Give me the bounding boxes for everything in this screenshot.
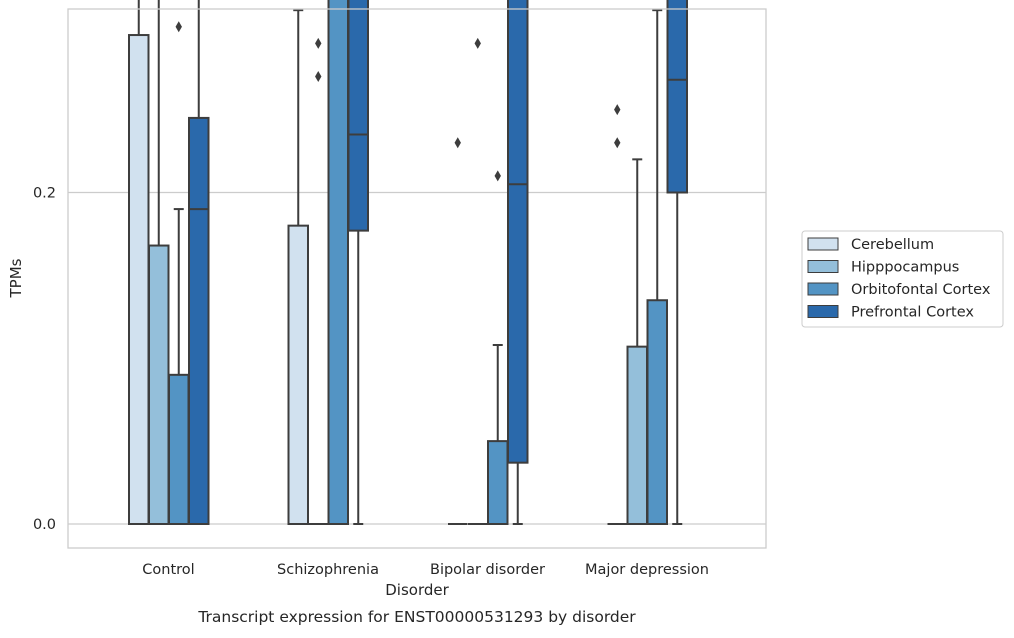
- x-tick-label: Schizophrenia: [277, 562, 379, 578]
- box-group: [666, 0, 688, 525]
- legend-frame: [801, 230, 1004, 328]
- legend: Cerebellum Hipppocampus Orbitofontal Corte…: [801, 230, 1004, 328]
- chart-title: Transcript expression for ENST0000053129…: [197, 608, 636, 626]
- outlier-point: [614, 104, 621, 116]
- box: [646, 299, 668, 525]
- box: [507, 0, 529, 464]
- box: [148, 244, 170, 525]
- x-tick-label: Bipolar disorder: [430, 562, 545, 578]
- outlier-point: [494, 170, 501, 182]
- legend-swatch: [807, 260, 839, 273]
- box: [347, 0, 369, 232]
- box-group: [507, 0, 529, 525]
- box-group: [646, 9, 668, 525]
- box-group: [148, 0, 170, 525]
- box: [487, 440, 509, 525]
- x-axis-label: Disorder: [385, 581, 449, 599]
- plot-frame: [67, 8, 767, 549]
- box-group: [188, 0, 210, 525]
- box-group: [468, 37, 488, 525]
- box-group: [128, 0, 150, 525]
- x-tick-label: Control: [142, 562, 194, 578]
- x-tick-label: Major depression: [585, 562, 709, 578]
- box-group: [626, 158, 648, 525]
- outlier-point: [315, 37, 322, 49]
- legend-label: Cerebellum: [851, 237, 934, 253]
- box: [188, 116, 210, 525]
- box-layer: [128, 0, 688, 526]
- y-tick-labels: 0.00.20.40.60.81.01.21.4: [33, 186, 56, 534]
- legend-swatch: [807, 305, 839, 318]
- y-tick-label: 0.2: [33, 186, 56, 202]
- outlier-point: [454, 137, 461, 149]
- legend-swatch: [807, 237, 839, 251]
- legend-label: Hipppocampus: [851, 260, 959, 276]
- x-tick-labels: Control Schizophrenia Bipolar disorder Majo…: [142, 562, 709, 578]
- box-group: [347, 0, 369, 525]
- box: [327, 0, 349, 525]
- box: [666, 0, 688, 194]
- outlier-point: [175, 21, 182, 33]
- legend-items: Cerebellum Hipppocampus Orbitofontal Corte…: [807, 237, 991, 321]
- box-group: [607, 104, 627, 525]
- box-group: [327, 0, 349, 525]
- legend-label: Prefrontal Cortex: [851, 305, 974, 321]
- outlier-point: [315, 70, 322, 82]
- legend-label: Orbitofontal Cortex: [851, 282, 991, 298]
- box-group: [487, 170, 509, 525]
- outlier-point: [614, 137, 621, 149]
- box-group: [308, 37, 328, 525]
- box-group: [168, 21, 190, 526]
- y-tick-label: 0.0: [33, 517, 56, 533]
- box: [168, 373, 190, 526]
- legend-swatch: [807, 282, 839, 296]
- y-axis-label: TPMs: [7, 258, 25, 298]
- box-group: [287, 9, 309, 525]
- box-group: [448, 137, 468, 525]
- box: [626, 345, 648, 525]
- box: [287, 224, 309, 525]
- outlier-point: [474, 37, 481, 49]
- box: [128, 34, 150, 525]
